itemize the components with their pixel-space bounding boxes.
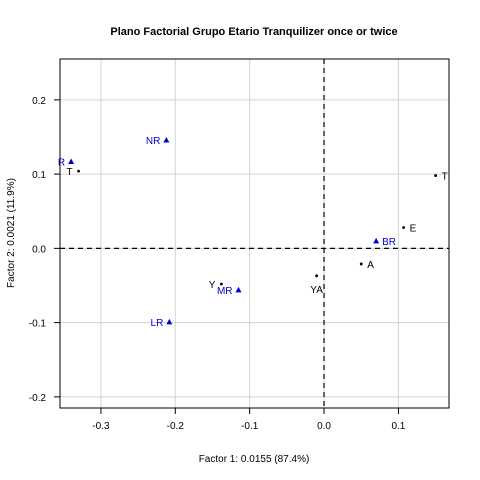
point-marker-dot	[359, 262, 363, 266]
point-marker-dot	[315, 274, 319, 278]
point-label: NR	[146, 136, 160, 147]
grid-lines	[60, 59, 449, 408]
plot-frame	[59, 58, 450, 409]
point-marker-dot	[77, 169, 80, 173]
point-marker-dot	[402, 226, 406, 229]
x-tick-label: -0.1	[241, 421, 259, 432]
y-axis-label: Factor 2: 0.0021 (11.9%)	[6, 178, 17, 288]
point-marker-dot	[220, 282, 223, 286]
y-tick-label: 0.1	[32, 170, 46, 181]
point-label: LR	[151, 318, 164, 329]
x-tick-label: 0.0	[317, 421, 331, 432]
x-tick-label: -0.2	[167, 421, 185, 432]
data-points: T T E A Y YA R NR BR MR LR	[58, 136, 448, 329]
x-axis-label: Factor 1: 0.0155 (87.4%)	[199, 454, 310, 465]
y-tick-label: -0.1	[29, 319, 47, 330]
x-tick-label: -0.3	[92, 421, 110, 432]
point-label: Y	[209, 280, 216, 291]
point-label: YA	[310, 285, 323, 296]
point-marker-triangle	[166, 318, 173, 325]
point-marker-triangle	[373, 237, 380, 244]
point-label: A	[367, 260, 374, 271]
reference-lines	[60, 59, 449, 408]
chart-title: Plano Factorial Grupo Etario Tranquilize…	[110, 26, 397, 38]
point-marker-triangle	[163, 136, 170, 143]
y-axis: -0.2 -0.1 0.0 0.1 0.2	[29, 96, 60, 404]
y-tick-label: -0.2	[29, 393, 47, 404]
point-marker-triangle	[68, 158, 75, 164]
point-label: T	[442, 172, 448, 183]
point-label: MR	[217, 286, 233, 297]
point-label: T	[66, 167, 72, 178]
x-tick-label: 0.1	[391, 421, 405, 432]
point-marker-triangle	[235, 286, 242, 293]
y-tick-label: 0.2	[32, 96, 46, 107]
y-tick-label: 0.0	[32, 244, 46, 255]
point-label: R	[58, 157, 65, 168]
point-marker-dot	[434, 174, 438, 177]
point-label: E	[410, 224, 417, 235]
x-axis: -0.3 -0.2 -0.1 0.0 0.1	[92, 408, 406, 432]
point-label: BR	[382, 237, 396, 248]
